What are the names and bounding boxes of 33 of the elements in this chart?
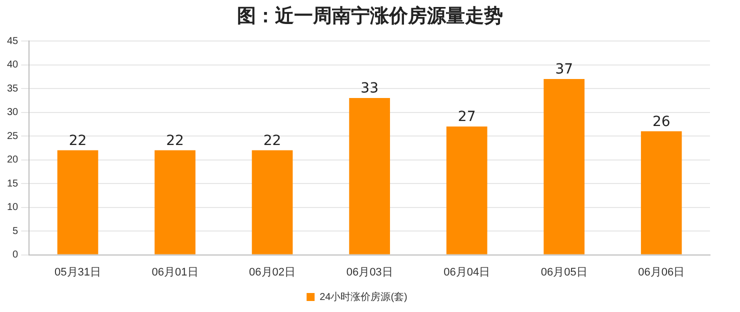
y-tick-label: 10: [7, 202, 19, 214]
y-tick-label: 25: [7, 130, 19, 142]
y-tick-label: 40: [7, 60, 19, 71]
bar: [154, 150, 196, 254]
y-tick-label: 45: [7, 36, 19, 47]
x-tick-label: 06月02日: [249, 266, 296, 278]
legend-label: 24小时涨价房源(套): [320, 290, 408, 303]
y-tick-label: 5: [12, 226, 19, 237]
bar: [57, 150, 98, 254]
y-tick-label: 0: [12, 250, 19, 261]
x-tick-label: 06月04日: [444, 266, 490, 278]
bar: [446, 126, 488, 254]
x-tick-label: 06月05日: [540, 266, 588, 278]
data-label: 37: [555, 62, 574, 78]
x-tick-label: 06月03日: [346, 266, 393, 278]
y-tick-label: 20: [7, 154, 19, 166]
bar: [252, 150, 293, 254]
y-tick-label: 35: [7, 83, 19, 94]
data-label: 33: [360, 80, 378, 97]
bar: [544, 79, 585, 254]
y-tick-label: 15: [7, 178, 19, 190]
data-label: 22: [263, 132, 282, 149]
bar: [349, 98, 390, 254]
x-tick-label: 06月01日: [152, 266, 198, 278]
data-label: 22: [166, 132, 184, 149]
y-tick-label: 30: [7, 107, 19, 118]
data-label: 22: [68, 132, 87, 149]
bar: [640, 131, 682, 254]
x-tick-label: 05月31日: [54, 266, 101, 278]
data-label: 27: [458, 109, 476, 126]
chart-title: 图：近一周南宁涨价房源量走势: [236, 4, 504, 29]
x-tick-label: 06月06日: [638, 266, 685, 278]
data-label: 26: [652, 114, 670, 130]
